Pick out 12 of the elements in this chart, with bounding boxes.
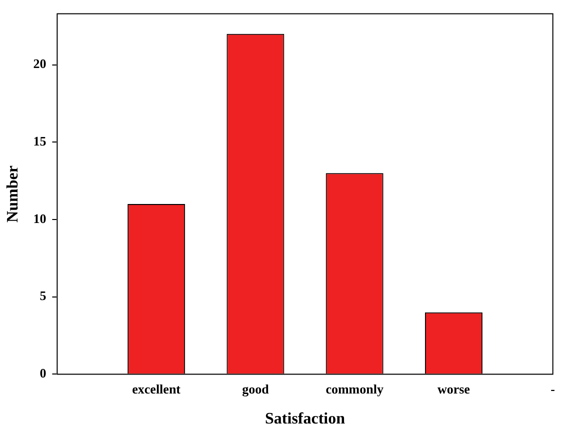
x-tick-label: worse xyxy=(437,381,470,396)
y-tick-label: 5 xyxy=(40,288,47,304)
x-tick-label: commonly xyxy=(326,381,384,396)
x-tick-label: - xyxy=(550,381,556,396)
x-tick-label: good xyxy=(242,381,270,396)
y-axis-title: Number xyxy=(4,166,22,222)
x-axis-title: Satisfaction xyxy=(265,410,346,428)
x-tick-label: excellent xyxy=(132,381,182,396)
y-tick-label: 15 xyxy=(33,134,47,149)
y-tick-label: 10 xyxy=(33,210,46,226)
y-tick-label: 20 xyxy=(33,56,46,72)
y-tick-label: 0 xyxy=(40,366,46,381)
